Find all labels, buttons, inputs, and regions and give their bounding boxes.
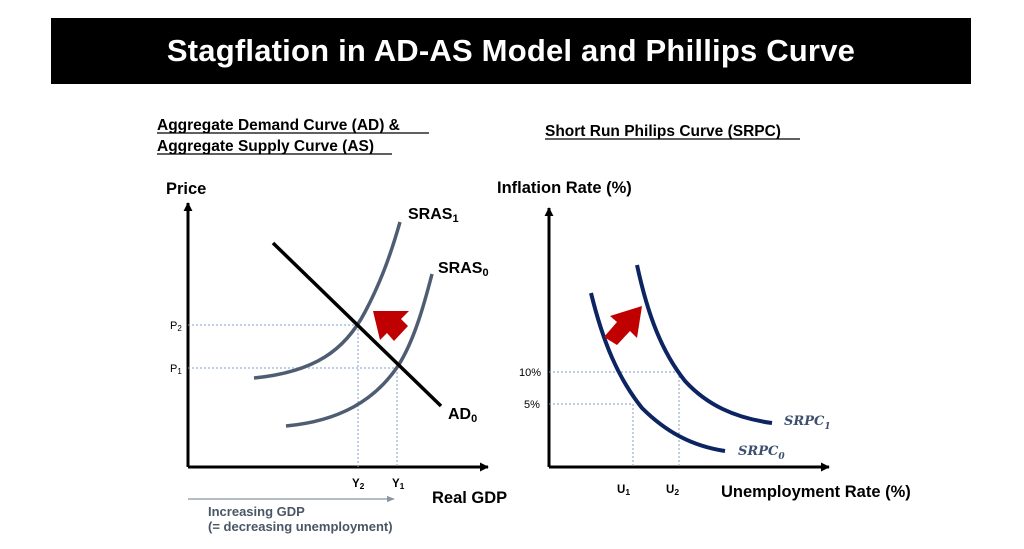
srpc1-label: SRPC1 xyxy=(784,414,831,432)
u2-tick-label: U2 xyxy=(666,484,679,497)
title-banner: Stagflation in AD-AS Model and Phillips … xyxy=(51,18,971,84)
y1-tick-label: Y1 xyxy=(392,478,405,491)
real-gdp-axis-label: Real GDP xyxy=(432,489,507,507)
sras1-curve xyxy=(253,221,402,380)
srpc-panel: Short Run Philips Curve (SRPC) Inflation… xyxy=(497,123,911,501)
sras-shift-arrow xyxy=(373,311,409,341)
srpc-heading: Short Run Philips Curve (SRPC) xyxy=(545,123,781,140)
ad-curve xyxy=(271,241,443,408)
srpc-shift-arrow xyxy=(604,306,642,345)
sras0-label: SRAS0 xyxy=(438,260,489,279)
price-axis-label: Price xyxy=(166,180,206,198)
sras1-label: SRAS1 xyxy=(408,206,459,225)
ad-as-heading-line1: Aggregate Demand Curve (AD) & xyxy=(157,117,400,134)
page-title: Stagflation in AD-AS Model and Phillips … xyxy=(166,33,856,68)
inflation-axis-label: Inflation Rate (%) xyxy=(497,179,632,197)
p2-tick-label: P2 xyxy=(170,320,182,333)
u1-tick-label: U1 xyxy=(617,484,630,497)
ad-as-panel: Aggregate Demand Curve (AD) & Aggregate … xyxy=(157,117,507,534)
decreasing-unemployment-note: (= decreasing unemployment) xyxy=(208,519,393,534)
srpc1-curve xyxy=(635,264,773,425)
unemployment-axis-label: Unemployment Rate (%) xyxy=(721,483,911,501)
srpc0-curve xyxy=(589,292,726,453)
sras0-curve xyxy=(285,273,434,428)
srpc0-label: SRPC0 xyxy=(738,444,785,462)
ad-as-heading-line2: Aggregate Supply Curve (AS) xyxy=(157,138,374,155)
p1-tick-label: P1 xyxy=(170,363,182,376)
ten-percent-tick-label: 10% xyxy=(519,367,541,379)
five-percent-tick-label: 5% xyxy=(524,399,540,411)
increasing-gdp-note: Increasing GDP xyxy=(208,504,305,519)
y2-tick-label: Y2 xyxy=(352,478,365,491)
ad0-label: AD0 xyxy=(448,406,477,425)
